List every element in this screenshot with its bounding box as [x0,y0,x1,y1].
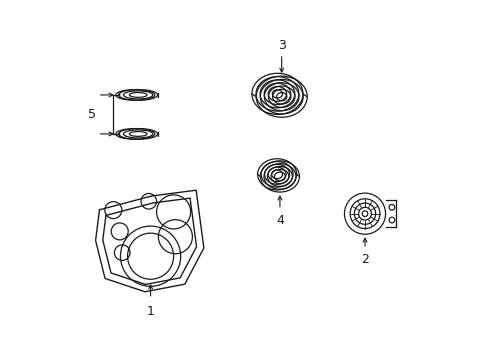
Text: 4: 4 [275,214,284,227]
Text: 2: 2 [360,253,368,266]
Text: 5: 5 [88,108,96,121]
Text: 3: 3 [277,39,285,52]
Text: 1: 1 [146,305,154,318]
